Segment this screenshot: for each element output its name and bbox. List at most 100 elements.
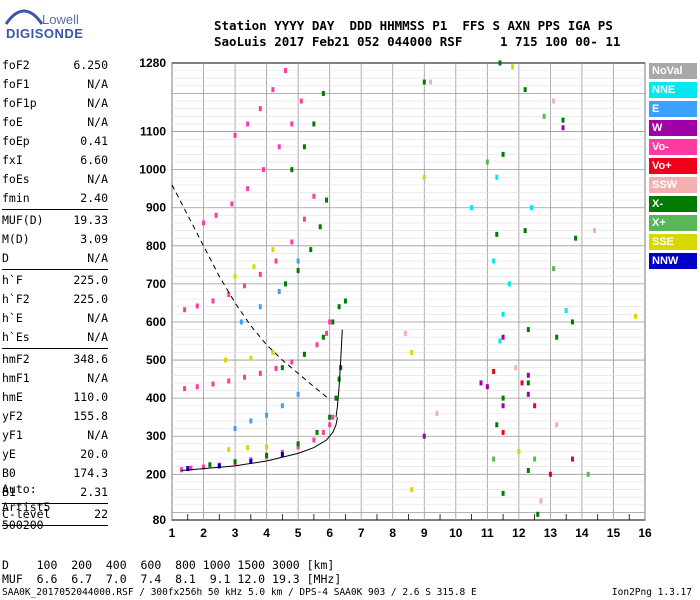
param-row: h`E N/A [2, 309, 108, 328]
ionogram-echo-point [258, 271, 262, 277]
ionogram-echo-point [274, 365, 278, 371]
ionogram-echo-point [422, 79, 426, 85]
ionogram-echo-point [312, 437, 316, 443]
ionogram-echo-point [290, 121, 294, 127]
x-tick-label: 3 [232, 526, 239, 540]
ionogram-echo-point [529, 205, 533, 211]
ionogram-echo-point [634, 313, 638, 319]
param-value: N/A [87, 330, 108, 344]
param-key: fmin [2, 191, 30, 205]
legend-item-sse: SSE [649, 234, 697, 250]
ionogram-echo-point [246, 186, 250, 192]
param-value: 155.8 [73, 409, 108, 423]
ionogram-echo-point [337, 304, 341, 310]
profile-curve [181, 417, 338, 471]
ionogram-echo-point [501, 490, 505, 496]
ionogram-echo-point [302, 144, 306, 150]
dtable-distance-row: D 100 200 400 600 800 1000 1500 3000 [km… [2, 558, 335, 572]
ionogram-echo-point [290, 239, 294, 245]
ionogram-echo-point [485, 159, 489, 165]
param-row: yF1 N/A [2, 426, 108, 445]
ionogram-echo-point [328, 414, 332, 420]
ionogram-echo-point [526, 380, 530, 386]
param-row: foEs N/A [2, 170, 108, 189]
x-tick-label: 2 [200, 526, 207, 540]
ionogram-echo-point [280, 451, 284, 457]
ionogram-echo-point [422, 174, 426, 180]
y-tick-label: 80 [153, 513, 167, 527]
param-row: MUF(D) 19.33 [2, 211, 108, 230]
param-value: N/A [87, 251, 108, 265]
ionogram-echo-point [271, 87, 275, 93]
legend-item-noval: NoVal [649, 63, 697, 79]
y-tick-label: 500 [146, 353, 166, 367]
ionogram-echo-point [271, 247, 275, 253]
ionogram-echo-point [265, 412, 269, 418]
ionogram-echo-point [230, 201, 234, 207]
ionogram-echo-point [422, 433, 426, 439]
legend-item-nne: NNE [649, 82, 697, 98]
ionogram-echo-point [328, 319, 332, 325]
logo-line2: DIGISONDE [6, 26, 84, 41]
ionogram-echo-point [501, 151, 505, 157]
ionogram-echo-point [470, 205, 474, 211]
x-tick-label: 4 [263, 526, 270, 540]
param-value: 22 [94, 507, 108, 521]
ionogram-echo-point [277, 289, 281, 294]
auto-line1: Auto: [2, 482, 37, 496]
ionogram-echo-point [331, 319, 335, 325]
param-value: 19.33 [73, 213, 108, 227]
param-row: fxI 6.60 [2, 151, 108, 170]
param-row: foF1p N/A [2, 94, 108, 113]
ionogram-echo-point [211, 298, 215, 304]
logo-line1: Lowell [42, 12, 79, 27]
ionogram-echo-point [249, 355, 253, 361]
ionogram-echo-point [312, 121, 316, 127]
ionogram-echo-point [183, 307, 187, 313]
polarization-legend: NoVal NNE E W Vo- Vo+ SSW X- X+ SSE NNW [649, 63, 697, 272]
ionogram-echo-point [284, 281, 288, 287]
legend-item-nnw: NNW [649, 253, 697, 269]
param-key: foEs [2, 172, 30, 186]
param-row: hmE 110.0 [2, 388, 108, 407]
ionogram-echo-point [246, 121, 250, 127]
param-value: N/A [87, 96, 108, 110]
param-key: C-level [2, 507, 51, 521]
param-row: hmF2 348.6 [2, 350, 108, 369]
param-value: 2.31 [80, 485, 108, 499]
auto-line2: Artist5 [2, 500, 51, 514]
param-row: fmin 2.40 [2, 189, 108, 208]
ionogram-echo-point [321, 429, 325, 435]
ionogram-echo-point [501, 334, 505, 340]
ionogram-echo-point [523, 87, 527, 93]
ionogram-echo-point [261, 167, 265, 173]
param-row: hmF1 N/A [2, 369, 108, 388]
ionogram-echo-point [233, 273, 237, 279]
ionogram-echo-point [280, 365, 284, 371]
ionogram-echo-point [517, 448, 521, 454]
ionogram-echo-point [227, 292, 231, 298]
param-key: h`F [2, 273, 23, 287]
ionogram-echo-point [290, 359, 294, 365]
ionogram-echo-point [227, 447, 231, 453]
lowell-digisonde-logo: Lowell DIGISONDE [4, 4, 124, 48]
ionogram-echo-point [501, 429, 505, 435]
param-key: B1 [2, 485, 16, 499]
ionogram-echo-point [555, 334, 559, 340]
profile-curve [335, 329, 343, 418]
ionogram-echo-point [492, 258, 496, 264]
param-row: foF1 N/A [2, 75, 108, 94]
param-row: D N/A [2, 249, 108, 268]
ionogram-echo-point [249, 458, 253, 464]
ionogram-echo-point [495, 174, 499, 180]
param-separator [2, 209, 108, 210]
ionogram-echo-point [492, 368, 496, 374]
ionogram-echo-point [325, 197, 329, 203]
ionogram-echo-point [258, 370, 262, 376]
param-value: N/A [87, 371, 108, 385]
param-value: 3.09 [80, 232, 108, 246]
ionogram-echo-point [526, 467, 530, 473]
ionogram-echo-point [202, 220, 206, 226]
ionogram-echo-point [533, 456, 537, 462]
ionogram-echo-point [265, 444, 269, 450]
